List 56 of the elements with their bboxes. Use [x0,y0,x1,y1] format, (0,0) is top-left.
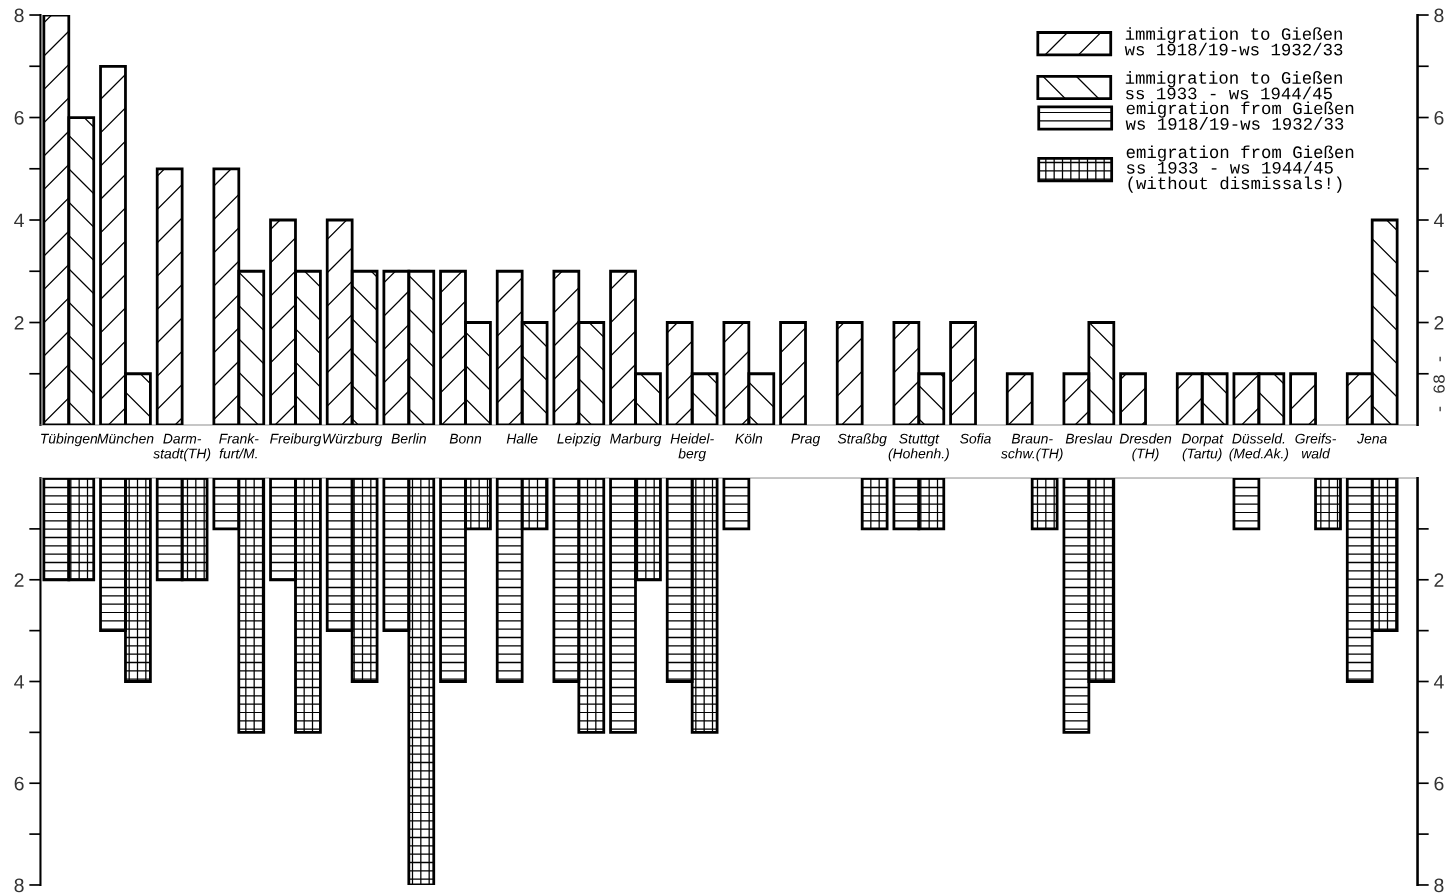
y2-tick-label: 6 [1434,110,1444,125]
bar [949,321,977,426]
x-tick-label: Straßbg [837,433,887,447]
x-tick-label: Dorpat (Tartu) [1181,433,1224,462]
y2-tick-label: 4 [1433,675,1444,689]
y2-tick-label: 4 [1433,213,1444,228]
bar [835,321,864,426]
x-tick-label: Leipzig [557,433,601,447]
x-tick-label: Frank- furt/M. [219,433,259,459]
y-tick-label: 8 [14,8,24,23]
text: - 68 - [1433,356,1445,412]
bar [1232,478,1261,531]
bar [860,478,889,531]
y-tick-label: 6 [14,776,24,791]
bar [155,167,184,426]
y-tick-label: 4 [14,675,24,689]
x-tick-label: Darm- stadt(TH) [153,433,211,462]
x-tick-label: Bonn [449,433,482,444]
bar [722,478,751,531]
x-tick-label: Tübingen [41,433,98,447]
y2-tick-label: 2 [1434,315,1444,330]
bar [779,321,807,426]
legend-label: emigration from Gießen ws 1918/19-ws 1932/33 [1125,101,1354,130]
x-tick-label: Düsseld. (Med.Ak.) [1229,433,1289,462]
x-tick-label: Braun- schw.(TH) [1000,433,1063,462]
x-tick-label: Sofia [960,433,991,444]
x-tick-label: München [97,433,154,444]
bar [1030,478,1059,531]
x-tick-label: Breslau [1065,433,1113,444]
bar [1119,372,1147,426]
y-tick-label: 8 [14,878,24,893]
x-tick-label: Prag [791,433,821,447]
y2-tick-label: 6 [1434,776,1444,791]
legend-label: emigration from Gießen ss 1933 - ws 1944/45 (without dismissals!) [1126,145,1354,193]
y2-tick-label: 8 [1434,8,1444,23]
x-tick-label: Stuttgt (Hohenh.) [888,433,949,462]
x-tick-label: Halle [506,433,538,444]
x-tick-label: Marburg [610,433,662,447]
y-tick-label: 2 [14,573,24,587]
x-tick-label: Köln [735,433,763,444]
bar [1005,372,1034,426]
x-tick-label: Berlin [391,433,426,444]
x-tick-label: Greifs- wald [1295,433,1337,459]
bar [1289,372,1317,426]
x-tick-label: Freiburg [270,433,322,447]
y-tick-label: 2 [14,315,24,330]
x-tick-label: Jena [1357,433,1387,444]
x-tick-label: Heidel- berg [670,433,714,462]
legend-label: immigration to Gießen ws 1918/19-ws 1932/33 [1124,27,1343,56]
x-tick-label: Würzburg [323,433,383,447]
bar [1314,478,1342,531]
y2-tick-label: 2 [1434,573,1444,587]
x-tick-label: Dresden (TH) [1119,433,1172,462]
y-tick-label: 6 [14,110,24,125]
y-tick-label: 4 [14,213,24,228]
y2-tick-label: 8 [1434,878,1444,893]
